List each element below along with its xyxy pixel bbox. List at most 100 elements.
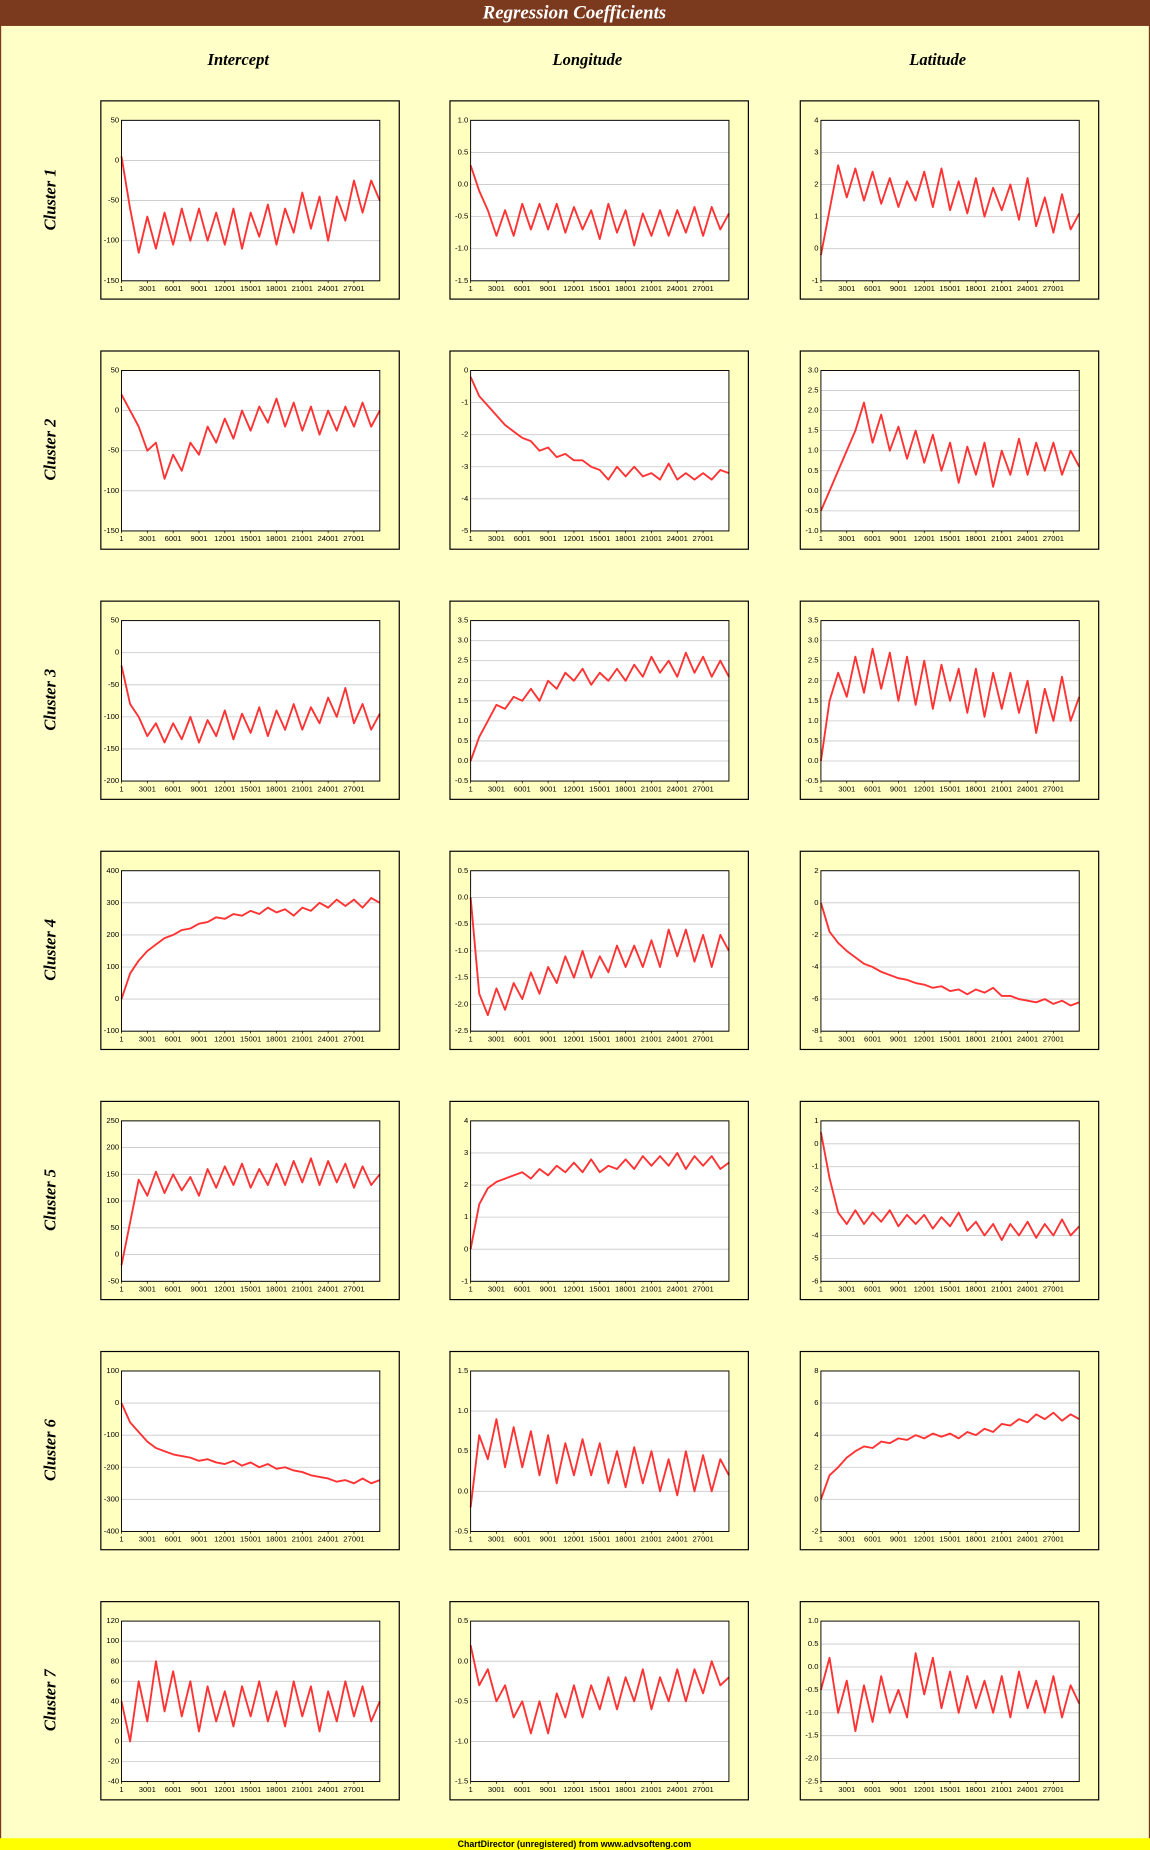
row-label: Cluster 2 [41,419,60,481]
x-tick-label: 24001 [317,534,338,543]
x-tick-label: 1 [468,1285,472,1294]
x-tick-label: 18001 [965,1034,986,1043]
y-tick-label: -2 [812,1526,819,1535]
y-tick-label: -100 [104,236,119,245]
y-tick-label: 0.5 [458,1446,469,1455]
x-tick-label: 21001 [991,1535,1012,1544]
x-tick-label: 18001 [615,284,636,293]
x-tick-label: 3001 [838,1535,855,1544]
x-tick-label: 3001 [488,1034,505,1043]
y-tick-label: 2.5 [808,656,819,665]
x-tick-label: 9001 [190,1285,207,1294]
y-tick-label: 0.5 [458,1616,469,1625]
plot-area [470,370,729,531]
data-line [820,1411,1080,1500]
x-tick-label: 3001 [838,1034,855,1043]
x-tick-label: 12001 [563,534,584,543]
x-tick-label: 24001 [1017,1034,1038,1043]
x-tick-label: 24001 [1017,784,1038,793]
plot-border [820,1370,1080,1532]
x-tick-label: 6001 [864,784,881,793]
x-tick-label: 9001 [890,1785,907,1794]
y-tick-label: 2.0 [808,676,819,685]
plot-border [121,119,381,282]
plot-border [470,620,730,782]
y-tick-label: -4 [812,962,820,971]
x-tick-label: 27001 [692,1785,713,1794]
x-tick-label: 3001 [488,284,505,293]
x-tick-label: 24001 [317,284,338,293]
y-tick-label: -50 [108,680,119,689]
x-tick-label: 1 [119,1535,123,1544]
x-tick-label: 15001 [939,284,960,293]
y-tick-label: 0 [814,898,818,907]
y-tick-label: -1.5 [455,973,468,982]
x-tick-label: 24001 [667,1535,688,1544]
y-tick-label: 0 [115,1250,119,1259]
x-tick-label: 27001 [692,1034,713,1043]
y-tick-label: 1.5 [808,696,819,705]
x-tick-label: 3001 [488,784,505,793]
x-tick-label: 12001 [214,1785,235,1794]
y-tick-label: 0.5 [458,147,469,156]
x-tick-label: 3001 [838,1285,855,1294]
y-tick-label: 2 [464,1180,468,1189]
x-tick-label: 3001 [838,534,855,543]
row-label: Cluster 7 [41,1668,60,1731]
y-tick-label: 100 [106,1366,119,1375]
x-tick-label: 27001 [343,1535,364,1544]
x-tick-label: 18001 [266,1785,287,1794]
x-tick-label: 15001 [939,784,960,793]
x-tick-label: 3001 [139,534,156,543]
data-line [820,401,1081,512]
plot-border [470,119,730,282]
y-tick-label: 0.5 [808,466,819,475]
x-tick-label: 21001 [292,1535,313,1544]
x-tick-label: 9001 [540,1535,557,1544]
x-tick-label: 3001 [838,284,855,293]
y-tick-label: -4 [461,494,469,503]
y-tick-label: -0.5 [455,1696,468,1705]
x-tick-label: 12001 [914,1285,935,1294]
footer-bar [0,1838,1150,1850]
x-tick-label: 12001 [214,1285,235,1294]
x-tick-label: 24001 [317,1785,338,1794]
y-tick-label: 100 [106,962,119,971]
data-line [469,897,730,1017]
x-tick-label: 24001 [667,284,688,293]
plot-area [820,1370,1080,1532]
x-tick-label: 6001 [165,1034,182,1043]
x-tick-label: 3001 [488,1785,505,1794]
y-tick-label: 1.0 [458,115,469,124]
x-tick-label: 9001 [540,1034,557,1043]
x-tick-label: 6001 [514,284,531,293]
y-tick-label: -50 [108,196,119,205]
y-tick-label: 50 [111,1223,120,1232]
y-tick-label: -1.0 [805,526,818,535]
x-tick-label: 21001 [292,1034,313,1043]
x-tick-label: 6001 [165,784,182,793]
plot-area [820,870,1080,1032]
y-tick-label: -400 [104,1526,119,1535]
data-line [469,376,730,481]
data-line [469,1644,730,1735]
x-tick-label: 9001 [890,1535,907,1544]
x-tick-label: 1 [468,784,472,793]
x-tick-label: 9001 [890,1034,907,1043]
plot-area [470,1120,729,1282]
x-tick-label: 24001 [1017,284,1038,293]
y-tick-label: 0 [814,244,818,253]
x-tick-label: 9001 [540,284,557,293]
data-line [120,1660,381,1743]
y-tick-label: -1.0 [455,946,468,955]
x-tick-label: 21001 [641,534,662,543]
x-tick-label: 24001 [1017,534,1038,543]
row-label: Cluster 3 [41,669,60,731]
x-tick-label: 18001 [615,534,636,543]
y-tick-label: -2.5 [455,1026,468,1035]
x-tick-label: 6001 [864,1535,881,1544]
x-tick-label: 21001 [292,1785,313,1794]
y-tick-label: -0.5 [455,776,468,785]
y-tick-label: 100 [106,1636,119,1645]
